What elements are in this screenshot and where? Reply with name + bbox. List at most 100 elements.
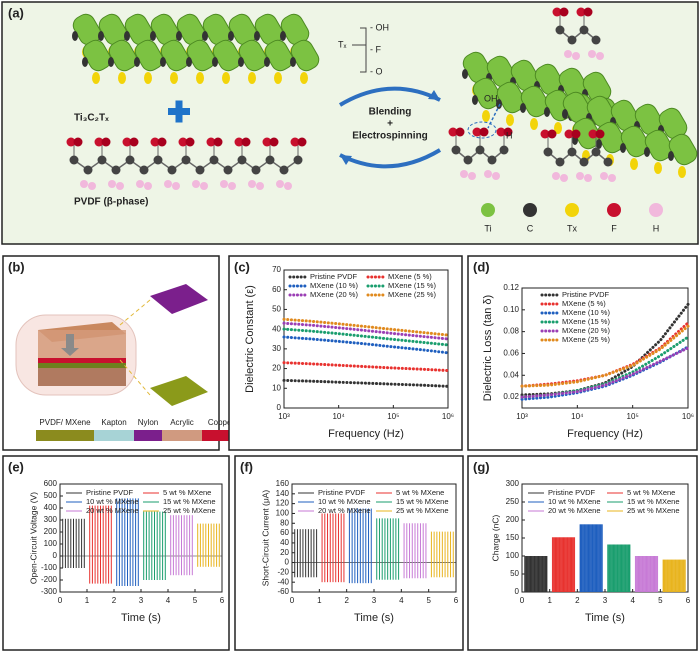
c-atom [462,69,468,79]
legend-label: 15 wt % MXene [627,497,680,506]
legend-label: 20 wt % MXene [548,506,601,515]
tx-atom [118,72,126,84]
c-atom [604,158,613,167]
x-tick-label: 0 [520,596,525,605]
h-atom [144,182,152,190]
x-tick-label: 10⁶ [682,412,694,421]
c-atom [556,26,565,35]
c-atom [476,146,485,155]
c-atom [70,156,79,165]
legend-label: 10 wt % MXene [548,497,601,506]
acrylic-top [38,330,126,358]
y-tick-label: 250 [506,497,520,506]
h-atom [276,180,284,188]
x-tick-label: 2 [344,596,349,605]
c-atom [212,57,218,67]
h-atom [136,180,144,188]
c-atom [568,148,577,157]
c-atom [562,109,568,119]
c-atom [82,57,88,67]
h-atom [192,180,200,188]
legend-label: MXene (5 %) [562,299,606,308]
x-tick-label: 4 [630,596,635,605]
x-tick-label: 3 [372,596,377,605]
h-atom [284,182,292,190]
y-tick-label: 40 [272,324,281,333]
h-atom [468,172,476,180]
h-atom [564,50,572,58]
y-axis-label: Short-Circuit Current (μA) [260,490,270,587]
f-atom [298,138,307,147]
x-tick-label: 1 [85,596,90,605]
legend-label: 15 wt % MXene [163,497,216,506]
c-atom [134,57,140,67]
f-atom [584,8,593,17]
f-atom [548,130,557,139]
y-tick-label: 0.08 [503,327,519,336]
bond-h: H [506,130,513,140]
legend-label: H [653,223,660,233]
x-tick-label: 0 [290,596,295,605]
y-tick-label: 30 [272,344,281,353]
tx-atom [678,166,686,178]
panel-label: (b) [8,259,25,274]
x-tick-label: 5 [193,596,198,605]
y-tick-label: 0 [277,403,282,412]
layer-swatch [162,430,202,441]
c-atom [290,57,296,67]
y-tick-label: 150 [506,533,520,542]
y-tick-label: 600 [44,479,58,488]
h-atom [588,50,596,58]
legend-label: MXene (20 %) [310,290,358,299]
y-tick-label: 10 [272,383,281,392]
c-atom [280,166,289,175]
tx-atom [274,72,282,84]
y-tick-label: 60 [272,285,281,294]
tx-atom [482,110,490,122]
f-atom [158,138,167,147]
f-atom [186,138,195,147]
c-atom [266,156,275,165]
c-atom [228,31,234,41]
y-tick-label: 160 [276,479,290,488]
copper [38,358,126,363]
c-atom [98,156,107,165]
c-atom [556,158,565,167]
c-atom [160,57,166,67]
tx-atom [506,114,514,126]
x-tick-label: 4 [166,596,171,605]
c-atom [488,156,497,165]
y-tick-label: 500 [44,491,58,500]
h-atom [552,172,560,180]
c-atom [580,158,589,167]
legend-label: Pristine PVDF [86,488,134,497]
h-atom [576,172,584,180]
tx-atom [144,72,152,84]
legend-atom [523,203,537,217]
f-atom [102,138,111,147]
c-atom [294,156,303,165]
tx-atom [196,72,204,84]
c-atom [72,31,78,41]
legend-atom [481,203,495,217]
f-atom [130,138,139,147]
y-tick-label: 120 [276,499,290,508]
c-atom [668,151,674,161]
y-tick-label: 0 [285,558,290,567]
x-tick-label: 10⁴ [332,412,345,421]
legend-label: 20 wt % MXene [86,506,139,515]
c-atom [202,31,208,41]
x-tick-label: 1 [547,596,552,605]
f-atom [74,138,83,147]
y-tick-label: 0.10 [503,305,519,314]
c-atom [252,166,261,175]
h-atom [200,182,208,190]
x-tick-label: 10⁵ [387,412,399,421]
legend-label: 5 wt % MXene [163,488,211,497]
y-tick-label: -40 [277,577,289,586]
legend-label: MXene (20 %) [562,326,610,335]
legend-label: 20 wt % MXene [318,506,371,515]
x-tick-label: 10³ [278,412,290,421]
f-atom [270,138,279,147]
